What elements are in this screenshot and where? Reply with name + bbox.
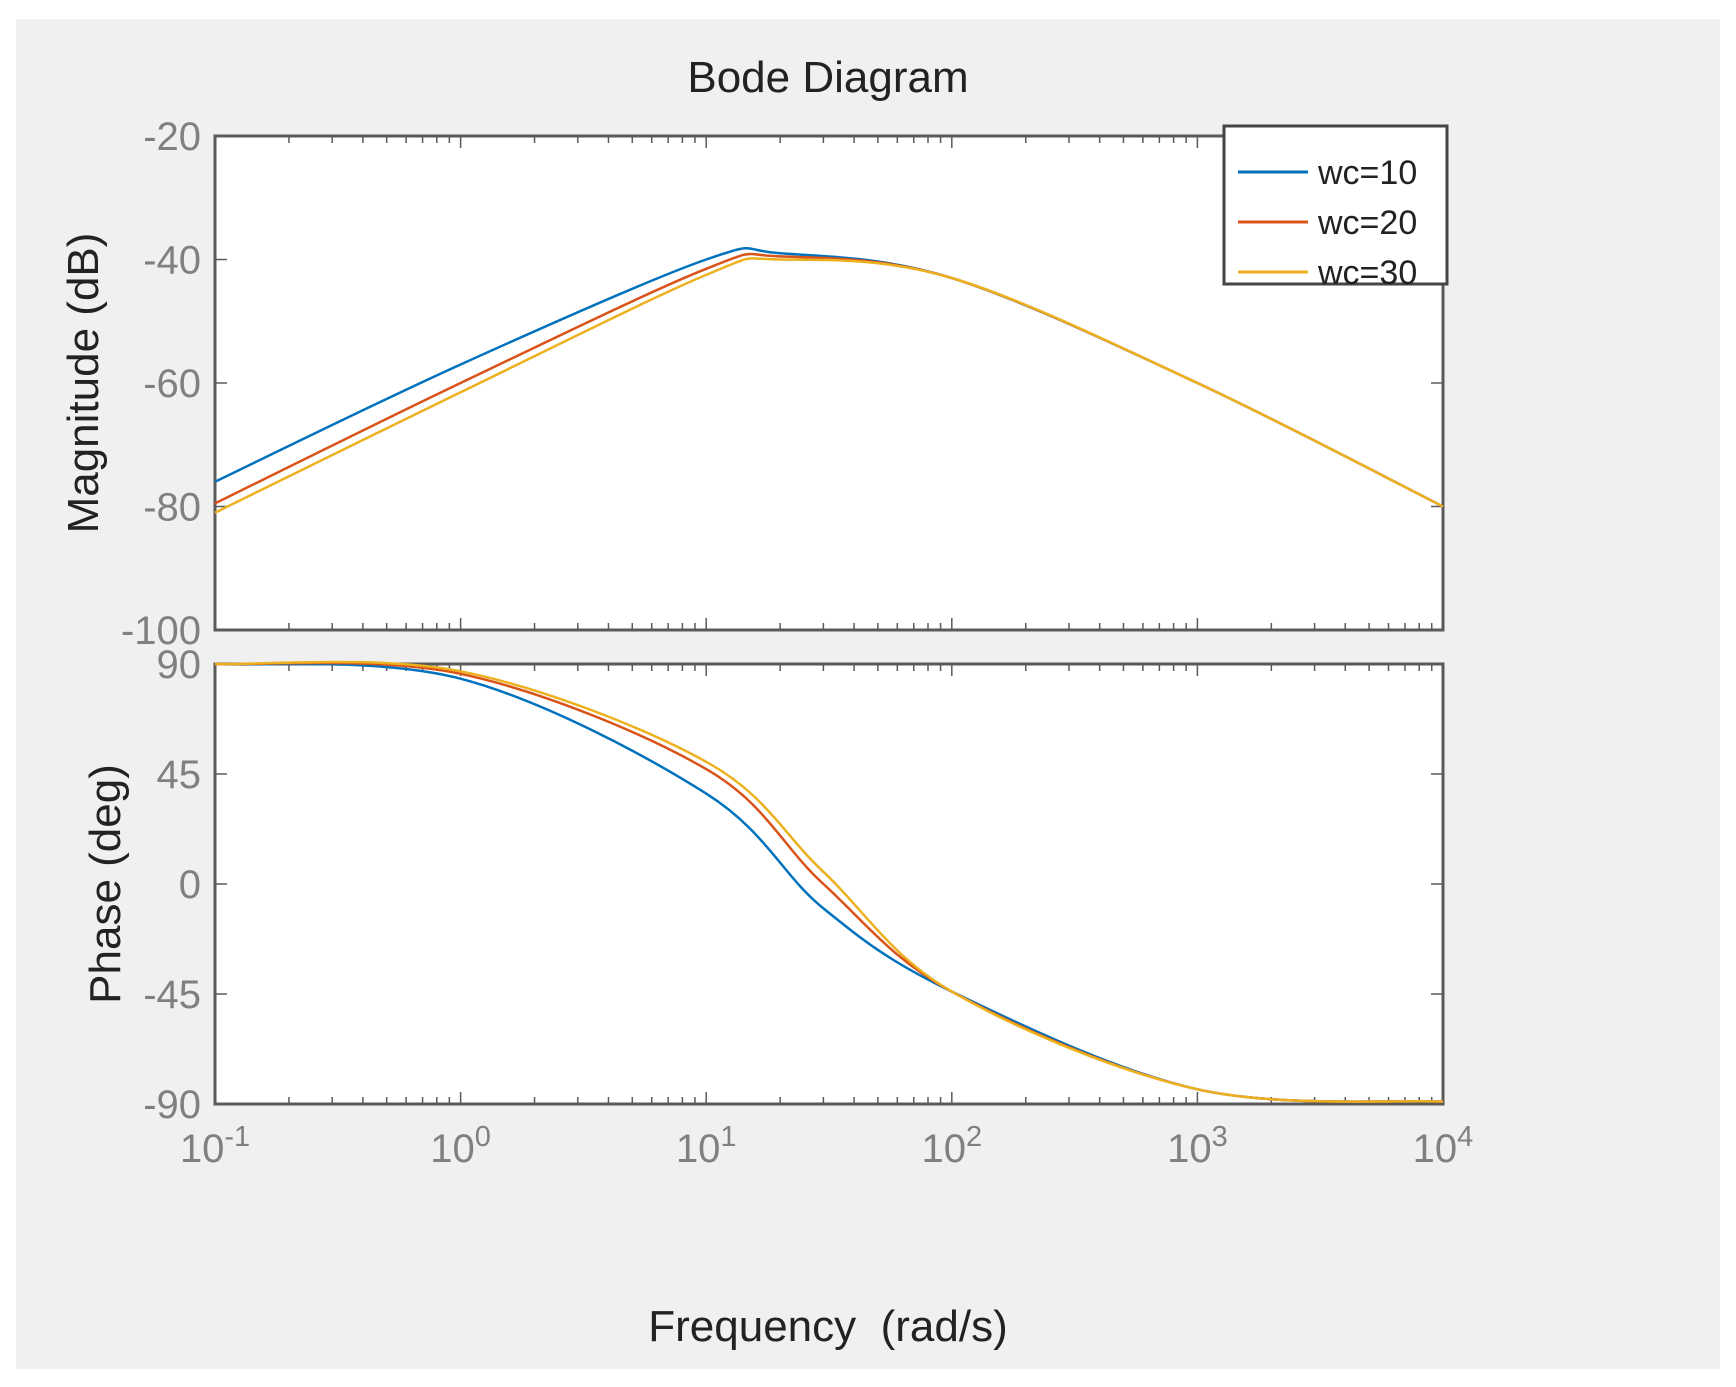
legend-box	[1222, 124, 1449, 286]
figure-window: Bode Diagram -100 -80 -60 -40 -20 Magnitude …	[16, 19, 1720, 1369]
magnitude-ticks	[214, 135, 1444, 631]
magnitude-ytick-label: -100	[121, 609, 201, 653]
phase-ytick-label: -45	[143, 973, 201, 1017]
x-tick-label: 100	[430, 1121, 491, 1171]
legend[interactable]: wc=10 wc=20 wc=30	[1222, 124, 1449, 292]
x-tick-label: 101	[676, 1121, 737, 1171]
phase-series	[214, 660, 1444, 1103]
phase-ytick-label: -90	[143, 1083, 201, 1127]
phase-ytick-label: 90	[157, 643, 202, 687]
phase-ytick-label: 0	[179, 863, 201, 907]
magnitude-ytick-label: -80	[143, 486, 201, 530]
magnitude-ylabel: Magnitude (dB)	[59, 233, 108, 534]
magnitude-ytick-label: -40	[143, 239, 201, 283]
x-tick-labels: 10-1 100 101 102 103 104	[180, 1121, 1473, 1171]
phase-axes: -90 -45 0 45 90 Phase (deg)	[81, 643, 1445, 1127]
phase-ytick-label: 45	[157, 753, 202, 797]
phase-ylabel: Phase (deg)	[81, 764, 130, 1004]
x-tick-label: 102	[921, 1121, 982, 1171]
phase-tick-labels: -90 -45 0 45 90	[143, 643, 201, 1127]
legend-label-wc=10: wc=10	[1317, 154, 1417, 192]
phase-plot-area	[213, 662, 1445, 1106]
legend-label-wc=20: wc=20	[1317, 204, 1417, 242]
bode-diagram-chart: Bode Diagram -100 -80 -60 -40 -20 Magnitude …	[59, 53, 1473, 1351]
x-tick-label: 103	[1167, 1121, 1228, 1171]
magnitude-tick-labels: -100 -80 -60 -40 -20	[121, 115, 201, 653]
magnitude-ytick-label: -60	[143, 362, 201, 406]
x-tick-label: 10-1	[180, 1121, 250, 1171]
phase-line-wc=30	[214, 660, 1444, 1103]
chart-title: Bode Diagram	[687, 53, 968, 102]
legend-entries: wc=10 wc=20 wc=30	[1238, 154, 1417, 292]
x-tick-label: 104	[1413, 1121, 1474, 1171]
legend-label-wc=30: wc=30	[1317, 254, 1417, 292]
magnitude-series	[214, 247, 1444, 514]
magnitude-ytick-label: -20	[143, 115, 201, 159]
magnitude-line-wc=30	[214, 257, 1444, 514]
x-axis-label: Frequency (rad/s)	[648, 1302, 1007, 1351]
